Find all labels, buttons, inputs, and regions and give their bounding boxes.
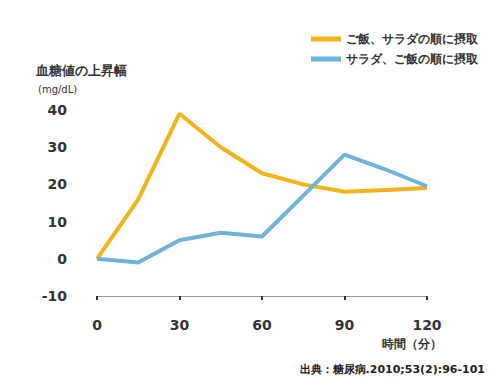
svg-text:90: 90 [335, 317, 355, 333]
svg-text:20: 20 [48, 176, 68, 192]
svg-text:40: 40 [48, 102, 68, 118]
svg-text:出典：糖尿病.2010;53(2):96-101: 出典：糖尿病.2010;53(2):96-101 [300, 363, 485, 376]
svg-text:0: 0 [92, 317, 102, 333]
svg-text:30: 30 [170, 317, 190, 333]
svg-text:サラダ、ご飯の順に摂取: サラダ、ご飯の順に摂取 [346, 52, 479, 66]
svg-text:60: 60 [252, 317, 272, 333]
svg-text:0: 0 [57, 251, 67, 267]
svg-text:血糖値の上昇幅: 血糖値の上昇幅 [35, 63, 127, 78]
svg-text:(mg/dL): (mg/dL) [38, 84, 77, 95]
svg-text:120: 120 [412, 317, 441, 333]
svg-text:ご飯、サラダの順に摂取: ご飯、サラダの順に摂取 [346, 32, 479, 46]
svg-text:時間（分）: 時間（分） [382, 337, 442, 351]
svg-text:-10: -10 [42, 288, 68, 304]
svg-text:30: 30 [48, 139, 68, 155]
svg-text:10: 10 [48, 214, 68, 230]
